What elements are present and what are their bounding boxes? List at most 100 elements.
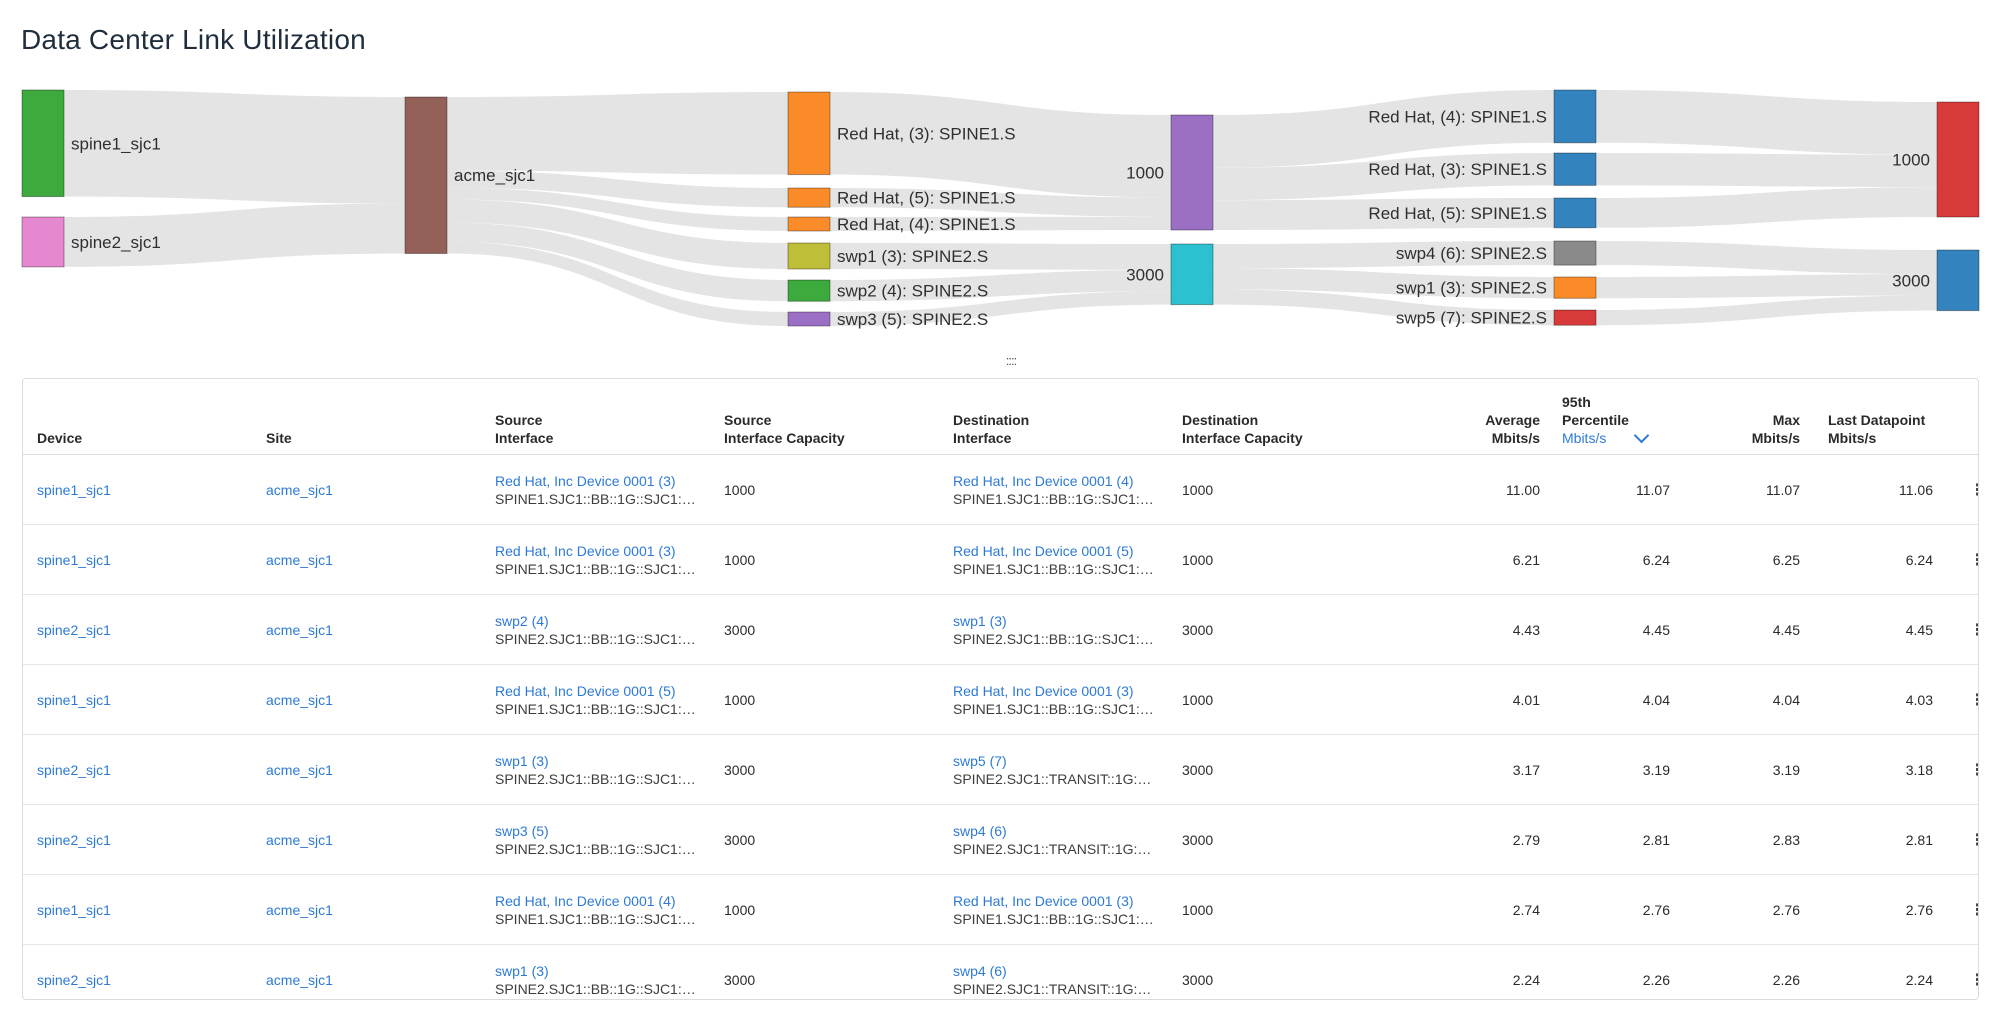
- sankey-node-d_rh5[interactable]: [1553, 197, 1597, 229]
- destination-interface-link[interactable]: swp1 (3): [953, 612, 1007, 629]
- source-interface-link[interactable]: swp2 (4): [495, 612, 549, 629]
- destination-interface-link[interactable]: Red Hat, Inc Device 0001 (5): [953, 542, 1134, 559]
- col-95th-percentile[interactable]: 95th Percentile Mbits/s: [1554, 379, 1684, 455]
- col-average[interactable]: Average Mbits/s: [1397, 379, 1554, 455]
- destination-interface-link[interactable]: Red Hat, Inc Device 0001 (3): [953, 682, 1134, 699]
- col-last-datapoint[interactable]: Last Datapoint Mbits/s: [1814, 379, 1947, 455]
- sankey-link-spine1-to-acme[interactable]: [64, 90, 405, 204]
- row-menu-icon[interactable]: ⋮: [1947, 945, 1979, 1000]
- site-link[interactable]: acme_sjc1: [266, 621, 333, 638]
- sankey-link-d_swp5-to-cap2_3000[interactable]: [1596, 295, 1937, 326]
- sankey-node-d_rh3[interactable]: [1553, 152, 1597, 186]
- device-link[interactable]: spine2_sjc1: [37, 831, 111, 848]
- sankey-node-cap1_1000[interactable]: [1170, 114, 1214, 231]
- source-interface-link[interactable]: swp1 (3): [495, 752, 549, 769]
- site-link[interactable]: acme_sjc1: [266, 481, 333, 498]
- source-interface-link[interactable]: Red Hat, Inc Device 0001 (5): [495, 682, 676, 699]
- device-link[interactable]: spine2_sjc1: [37, 621, 111, 638]
- sankey-node-d_swp4[interactable]: [1553, 240, 1597, 266]
- site-link[interactable]: acme_sjc1: [266, 901, 333, 918]
- device-link[interactable]: spine1_sjc1: [37, 481, 111, 498]
- sankey-node-s_rh3[interactable]: [787, 91, 831, 176]
- source-interface-link[interactable]: Red Hat, Inc Device 0001 (3): [495, 542, 676, 559]
- resize-handle[interactable]: ::::: [1005, 353, 1017, 368]
- site-cell: acme_sjc1: [252, 664, 481, 735]
- row-menu-icon[interactable]: ⋮: [1947, 804, 1978, 875]
- sankey-node-spine2[interactable]: [21, 216, 65, 268]
- sankey-link-cap1_3000-to-d_swp5[interactable]: [1213, 289, 1554, 326]
- site-cell: acme_sjc1: [252, 804, 481, 875]
- col-destination-interface[interactable]: Destination Interface: [939, 379, 1168, 455]
- row-menu-icon[interactable]: ⋮: [1947, 664, 1978, 735]
- sankey-link-cap1_1000-to-d_rh4[interactable]: [1213, 90, 1554, 168]
- sankey-link-cap1_1000-to-d_rh5[interactable]: [1213, 198, 1554, 231]
- destination-interface-link[interactable]: Red Hat, Inc Device 0001 (3): [953, 892, 1134, 909]
- col-device[interactable]: Device: [23, 379, 252, 455]
- sankey-link-s_swp3-to-cap1_3000[interactable]: [830, 291, 1171, 326]
- row-menu-icon[interactable]: ⋮: [1947, 454, 1978, 525]
- col-site[interactable]: Site: [252, 379, 481, 455]
- sankey-node-s_swp1[interactable]: [787, 242, 831, 270]
- row-menu-icon[interactable]: ⋮: [1947, 874, 1978, 945]
- row-menu-icon[interactable]: ⋮: [1947, 734, 1978, 805]
- sankey-node-spine1[interactable]: [21, 89, 65, 198]
- sankey-link-s_rh4-to-cap1_1000[interactable]: [830, 216, 1171, 231]
- sankey-link-d_swp1-to-cap2_3000[interactable]: [1596, 274, 1937, 299]
- sankey-link-d_swp4-to-cap2_3000[interactable]: [1596, 241, 1937, 275]
- sankey-node-d_rh4[interactable]: [1553, 89, 1597, 144]
- row-menu-icon[interactable]: ⋮: [1947, 594, 1978, 665]
- sankey-node-s_rh4[interactable]: [787, 216, 831, 232]
- site-link[interactable]: acme_sjc1: [266, 551, 333, 568]
- sankey-link-acme-to-s_rh3[interactable]: [447, 92, 788, 175]
- sankey-node-cap1_3000[interactable]: [1170, 243, 1214, 306]
- sankey-link-s_swp1-to-cap1_3000[interactable]: [830, 243, 1171, 270]
- sankey-node-s_rh5[interactable]: [787, 187, 831, 208]
- sankey-link-d_rh3-to-cap2_1000[interactable]: [1596, 153, 1937, 188]
- site-link[interactable]: acme_sjc1: [266, 831, 333, 848]
- sankey-node-cap2_1000[interactable]: [1936, 101, 1980, 218]
- sankey-node-s_swp2[interactable]: [787, 279, 831, 302]
- destination-interface-link[interactable]: swp4 (6): [953, 822, 1007, 839]
- sankey-link-acme-to-s_swp2[interactable]: [447, 222, 788, 302]
- destination-interface-link[interactable]: Red Hat, Inc Device 0001 (4): [953, 472, 1134, 489]
- sankey-link-cap1_1000-to-d_rh3[interactable]: [1213, 153, 1554, 201]
- destination-interface-link[interactable]: swp4 (6): [953, 962, 1007, 979]
- sankey-link-spine2-to-acme[interactable]: [64, 203, 405, 267]
- sankey-link-cap1_3000-to-d_swp4[interactable]: [1213, 241, 1554, 269]
- sankey-node-d_swp5[interactable]: [1553, 309, 1597, 326]
- last-datapoint-cell: 6.24: [1814, 524, 1947, 595]
- sankey-link-cap1_3000-to-d_swp1[interactable]: [1213, 268, 1554, 299]
- sankey-link-acme-to-s_swp3[interactable]: [447, 241, 788, 326]
- source-interface-link[interactable]: Red Hat, Inc Device 0001 (4): [495, 892, 676, 909]
- device-link[interactable]: spine2_sjc1: [37, 761, 111, 778]
- sankey-link-acme-to-s_rh5[interactable]: [447, 170, 788, 208]
- sankey-link-d_rh5-to-cap2_1000[interactable]: [1596, 187, 1937, 228]
- sankey-link-acme-to-s_rh4[interactable]: [447, 187, 788, 231]
- source-interface-link[interactable]: swp1 (3): [495, 962, 549, 979]
- device-link[interactable]: spine1_sjc1: [37, 691, 111, 708]
- col-source-capacity[interactable]: Source Interface Capacity: [710, 379, 939, 455]
- col-max[interactable]: Max Mbits/s: [1684, 379, 1814, 455]
- sankey-node-s_swp3[interactable]: [787, 311, 831, 327]
- sankey-node-d_swp1[interactable]: [1553, 276, 1597, 299]
- col-destination-capacity[interactable]: Destination Interface Capacity: [1168, 379, 1397, 455]
- site-link[interactable]: acme_sjc1: [266, 971, 333, 988]
- col-source-interface[interactable]: Source Interface: [481, 379, 710, 455]
- row-menu-icon[interactable]: ⋮: [1947, 524, 1978, 595]
- source-interface-link[interactable]: Red Hat, Inc Device 0001 (3): [495, 472, 676, 489]
- site-link[interactable]: acme_sjc1: [266, 761, 333, 778]
- device-link[interactable]: spine2_sjc1: [37, 971, 111, 988]
- sankey-link-s_rh3-to-cap1_1000[interactable]: [830, 92, 1171, 198]
- sort-descending-icon[interactable]: [1634, 427, 1650, 444]
- device-link[interactable]: spine1_sjc1: [37, 551, 111, 568]
- sankey-link-d_rh4-to-cap2_1000[interactable]: [1596, 90, 1937, 155]
- sankey-link-s_rh5-to-cap1_1000[interactable]: [830, 188, 1171, 217]
- sankey-link-s_swp2-to-cap1_3000[interactable]: [830, 269, 1171, 302]
- sankey-node-acme[interactable]: [404, 96, 448, 254]
- destination-interface-link[interactable]: swp5 (7): [953, 752, 1007, 769]
- sankey-node-cap2_3000[interactable]: [1936, 249, 1980, 312]
- source-interface-link[interactable]: swp3 (5): [495, 822, 549, 839]
- device-link[interactable]: spine1_sjc1: [37, 901, 111, 918]
- sankey-link-acme-to-s_swp1[interactable]: [447, 199, 788, 269]
- site-link[interactable]: acme_sjc1: [266, 691, 333, 708]
